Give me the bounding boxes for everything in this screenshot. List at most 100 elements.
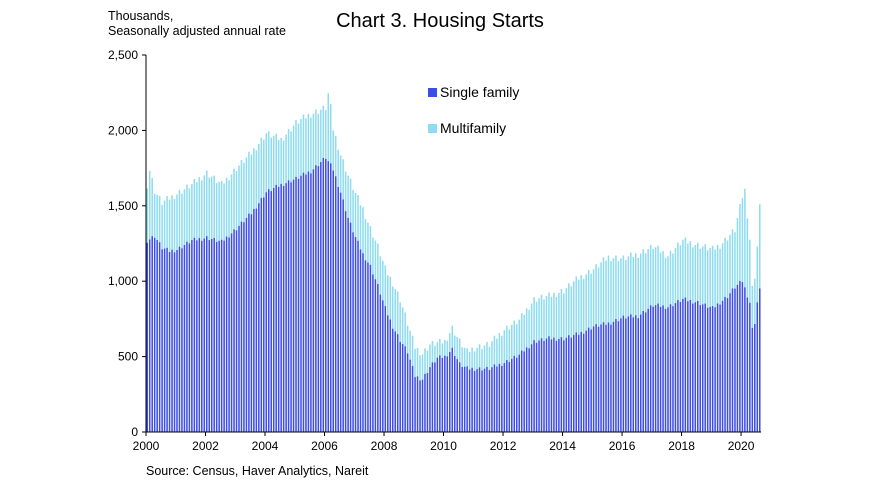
single-family-bar — [317, 166, 320, 433]
multifamily-bar — [679, 245, 682, 302]
single-family-bar — [240, 221, 243, 432]
single-family-bar — [458, 362, 461, 432]
multifamily-bar — [466, 348, 468, 367]
multifamily-bar — [327, 93, 330, 162]
single-family-bar — [493, 364, 496, 432]
multifamily-bar — [431, 341, 434, 363]
multifamily-bar — [409, 330, 411, 360]
single-family-bar — [426, 372, 429, 432]
multifamily-bar — [439, 338, 441, 356]
multifamily-bar — [320, 109, 322, 163]
single-family-bar — [560, 337, 563, 432]
multifamily-bar — [756, 246, 759, 303]
single-family-bar — [729, 293, 731, 432]
single-family-bar — [478, 367, 481, 432]
single-family-bar — [377, 283, 379, 432]
single-family-bar — [739, 280, 741, 432]
multifamily-bar — [297, 123, 300, 179]
multifamily-bar — [590, 273, 592, 330]
multifamily-bar — [414, 349, 416, 378]
multifamily-bar — [404, 312, 406, 347]
multifamily-bar — [213, 175, 215, 238]
multifamily-bar — [575, 276, 578, 333]
multifamily-bar — [751, 285, 754, 328]
multifamily-bar — [555, 297, 558, 341]
multifamily-bar — [394, 288, 396, 332]
single-family-bar — [374, 279, 377, 432]
multifamily-bar — [272, 135, 275, 189]
single-family-bar — [183, 245, 186, 432]
multifamily-bar — [570, 286, 573, 338]
multifamily-bar — [587, 269, 590, 328]
multifamily-bar — [426, 350, 429, 373]
single-family-bar — [191, 240, 193, 432]
multifamily-bar — [208, 177, 211, 241]
multifamily-bar — [630, 252, 632, 315]
single-family-bar — [188, 243, 191, 432]
multifamily-bar — [339, 155, 342, 193]
single-family-bar — [290, 182, 292, 432]
single-family-bar — [325, 158, 327, 433]
single-family-bar — [362, 253, 364, 432]
multifamily-bar — [625, 260, 627, 319]
single-family-bar — [277, 186, 280, 432]
multifamily-bar — [657, 245, 659, 304]
single-family-bar — [652, 306, 654, 432]
single-family-bar — [553, 337, 555, 432]
single-family-bar — [662, 305, 664, 432]
single-family-bar — [297, 178, 300, 432]
single-family-bar — [453, 355, 456, 432]
multifamily-bar — [436, 342, 439, 358]
single-family-bar — [530, 344, 533, 432]
single-family-bar — [196, 240, 198, 432]
single-family-bar — [659, 306, 662, 432]
single-family-bar — [342, 199, 344, 432]
single-family-bar — [431, 362, 434, 432]
multifamily-bar — [456, 336, 458, 360]
single-family-bar — [615, 319, 617, 432]
single-family-bar — [463, 366, 466, 432]
multifamily-bar — [285, 134, 287, 184]
multifamily-bar — [332, 130, 334, 171]
x-tick-label: 2006 — [311, 439, 338, 453]
multifamily-bar — [384, 265, 387, 307]
multifamily-bar — [533, 297, 535, 341]
single-family-bar — [434, 362, 436, 432]
multifamily-bar — [714, 249, 716, 308]
single-family-bar — [404, 346, 406, 432]
single-family-bar — [332, 170, 334, 432]
multifamily-bar — [518, 319, 520, 355]
single-family-bar — [310, 173, 312, 433]
multifamily-bar — [302, 114, 305, 173]
multifamily-bar — [329, 104, 332, 164]
multifamily-bar — [243, 162, 245, 223]
multifamily-bar — [203, 175, 206, 239]
single-family-bar — [436, 357, 439, 432]
single-family-bar — [679, 301, 682, 432]
single-family-bar — [166, 247, 168, 432]
single-family-bar — [483, 368, 486, 432]
single-family-bar — [468, 369, 471, 432]
single-family-bar — [201, 240, 203, 432]
single-family-bar — [724, 296, 726, 432]
single-family-bar — [565, 337, 568, 432]
multifamily-bar — [352, 189, 354, 233]
multifamily-bar — [644, 253, 647, 313]
multifamily-bar — [181, 193, 183, 249]
multifamily-bar — [188, 188, 191, 244]
single-family-bar — [568, 335, 570, 432]
single-family-bar — [577, 334, 580, 432]
single-family-bar — [701, 304, 704, 432]
single-family-bar — [689, 299, 692, 432]
multifamily-bar — [312, 113, 315, 170]
multifamily-bar — [634, 253, 637, 316]
multifamily-bar — [347, 175, 349, 218]
x-tick-label: 2002 — [192, 439, 219, 453]
multifamily-bar — [758, 204, 761, 289]
multifamily-bar — [540, 294, 543, 339]
multifamily-bar — [344, 171, 347, 212]
multifamily-bar — [493, 335, 496, 365]
x-tick-label: 2004 — [252, 439, 279, 453]
legend-label: Multifamily — [440, 120, 506, 136]
single-family-bar — [287, 180, 290, 432]
